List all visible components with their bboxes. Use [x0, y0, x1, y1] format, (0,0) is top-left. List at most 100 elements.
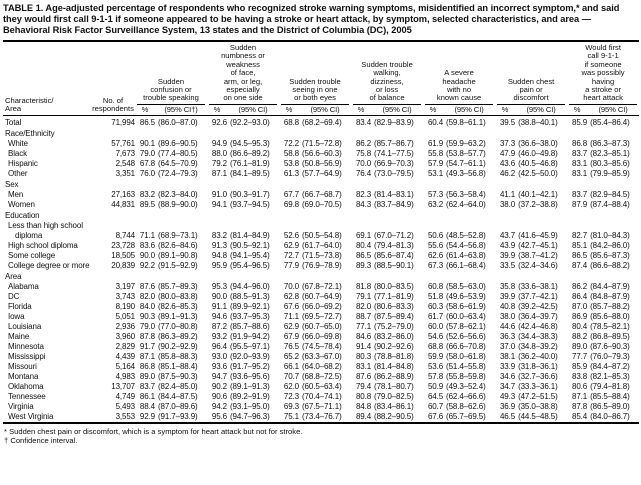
percent-cell: 46.5: [499, 411, 516, 421]
respondents-cell: 3,743: [115, 291, 135, 301]
percent-cell: 91.7: [139, 341, 155, 351]
row-label: White: [8, 138, 28, 148]
percent-cell: 93.0: [211, 351, 228, 361]
ci-cell: (57.7–64.9): [302, 168, 342, 178]
percent-cell: 60.4: [427, 117, 444, 127]
ci-cell: (37.7–42.1): [518, 291, 558, 301]
table-row: Tennessee 4,749 86.1 (84.4–87.5) 90.6 (89.2–9…: [3, 392, 639, 402]
ci-cell: (89.2–91.9): [230, 391, 270, 401]
ci-cell: (84.4–87.2): [590, 361, 630, 371]
table-row: Maine 3,960 87.8 (86.3–89.2) 93.2 (91.9–94.2)…: [3, 332, 639, 342]
percent-cell: 87.2: [211, 321, 228, 331]
table-row: Montana 4,983 89.0 (87.5–90.3) 94.7 (93.6–95.…: [3, 372, 639, 382]
percent-cell: 87.4: [571, 260, 588, 270]
row-label: Maine: [8, 331, 30, 341]
ci-cell: (58.0–61.8): [446, 351, 486, 361]
ci-cell: (89.1–91.3): [230, 381, 270, 391]
ci-cell: (42.4–46.8): [518, 321, 558, 331]
ci-cell: (84.4–87.5): [158, 391, 198, 401]
ci-cell: (56.3–58.4): [446, 189, 486, 199]
percent-cell: 55.8: [427, 148, 444, 158]
section-label: Education: [5, 210, 40, 220]
percent-cell: 69.3: [283, 401, 300, 411]
percent-cell: 84.0: [139, 301, 155, 311]
footnote: † Confidence interval.: [4, 436, 78, 446]
ci-cell: (58.5–63.0): [446, 281, 486, 291]
percent-cell: 80.6: [571, 381, 588, 391]
row-label: Hispanic: [8, 158, 38, 168]
ci-cell: (76.0–79.3): [590, 351, 630, 361]
percent-cell: 87.1: [139, 351, 155, 361]
ci-cell: (36.4–39.7): [518, 311, 558, 321]
ci-cell: (89.1–90.8): [158, 250, 198, 260]
percent-cell: 79.1: [355, 291, 372, 301]
percent-cell: 86.2: [355, 138, 372, 148]
ci-cell: (86.5–89.0): [590, 401, 630, 411]
ci-header: (95% CI†): [155, 104, 208, 116]
percent-cell: 60.0: [427, 321, 444, 331]
ci-cell: (85.6–87.4): [374, 250, 414, 260]
ci-cell: (60.7–64.9): [302, 291, 342, 301]
percent-cell: 91.3: [211, 240, 228, 250]
row-label: Tennessee: [8, 391, 46, 401]
ci-cell: (67.0–71.2): [374, 230, 414, 240]
percent-cell: 76.5: [283, 341, 300, 351]
percent-cell: 68.8: [283, 117, 300, 127]
respondents-cell: 8,190: [115, 301, 135, 311]
percent-cell: 57.9: [427, 158, 444, 168]
ci-cell: (89.6–90.5): [158, 138, 198, 148]
ci-cell: (61.7–64.0): [302, 240, 342, 250]
ci-cell: (91.9–94.2): [230, 331, 270, 341]
percent-header: %: [423, 104, 444, 116]
ci-cell: (71.5–73.8): [302, 250, 342, 260]
section-row: Area: [3, 271, 639, 282]
table-row: Iowa 5,051 90.3 (89.1–91.3) 94.6 (93.7–95.3) 7…: [3, 312, 639, 322]
percent-cell: 43.6: [499, 158, 516, 168]
ci-cell: (82.4–85.0): [158, 381, 198, 391]
table-row: Florida 8,190 84.0 (82.6–85.3) 91.1 (89.9–92.…: [3, 302, 639, 312]
ci-cell: (64.0–68.2): [302, 361, 342, 371]
percent-cell: 80.8: [355, 391, 372, 401]
ci-cell: (90.5–92.1): [230, 240, 270, 250]
ci-cell: (92.0–93.9): [230, 351, 270, 361]
ci-cell: (95.5–97.1): [230, 341, 270, 351]
ci-cell: (70.4–74.1): [302, 391, 342, 401]
percent-cell: 90.6: [211, 391, 228, 401]
ci-cell: (66.0–69.8): [302, 331, 342, 341]
percent-cell: 39.9: [499, 291, 516, 301]
percent-cell: 79.0: [139, 148, 155, 158]
percent-cell: 89.4: [355, 411, 372, 421]
ci-cell: (60.7–65.0): [302, 321, 342, 331]
ci-cell: (91.7–93.9): [158, 411, 198, 421]
table-row: Total 71,994 86.5 (86.0–87.0) 92.6 (92.2–93.0…: [3, 115, 639, 128]
percent-cell: 88.7: [355, 311, 372, 321]
percent-cell: 72.3: [283, 391, 300, 401]
ci-cell: (84.1–89.5): [230, 168, 270, 178]
ci-cell: (66.0–69.2): [302, 301, 342, 311]
ci-cell: (82.1–85.3): [590, 371, 630, 381]
column-header-characteristic: Characteristic/ Area: [3, 41, 91, 116]
percent-cell: 91.1: [211, 301, 228, 311]
ci-cell: (68.2–69.4): [302, 117, 342, 127]
percent-cell: 87.1: [571, 391, 588, 401]
row-label: Women: [8, 199, 35, 209]
ci-cell: (90.2–92.9): [158, 341, 198, 351]
section-row: Race/Ethnicity: [3, 128, 639, 139]
ci-cell: (66.6–70.8): [446, 341, 486, 351]
ci-cell: (90.2–92.6): [374, 341, 414, 351]
respondents-cell: 44,831: [111, 199, 135, 209]
ci-cell: (88.2–90.5): [374, 411, 414, 421]
ci-cell: (83.4–86.1): [374, 401, 414, 411]
ci-cell: (85.7–88.2): [590, 301, 630, 311]
ci-cell: (54.4–56.8): [446, 240, 486, 250]
percent-cell: 93.6: [211, 361, 228, 371]
percent-cell: 89.5: [139, 199, 155, 209]
ci-cell: (59.9–63.2): [446, 138, 486, 148]
percent-cell: 44.6: [499, 321, 516, 331]
ci-cell: (66.9–70.3): [374, 158, 414, 168]
ci-cell: (85.6–87.3): [590, 250, 630, 260]
ci-cell: (67.8–72.1): [302, 281, 342, 291]
symptom-group-label: Sudden chest pain or discomfort: [497, 77, 566, 105]
ci-cell: (81.0–84.3): [590, 230, 630, 240]
percent-cell: 68.8: [427, 341, 444, 351]
